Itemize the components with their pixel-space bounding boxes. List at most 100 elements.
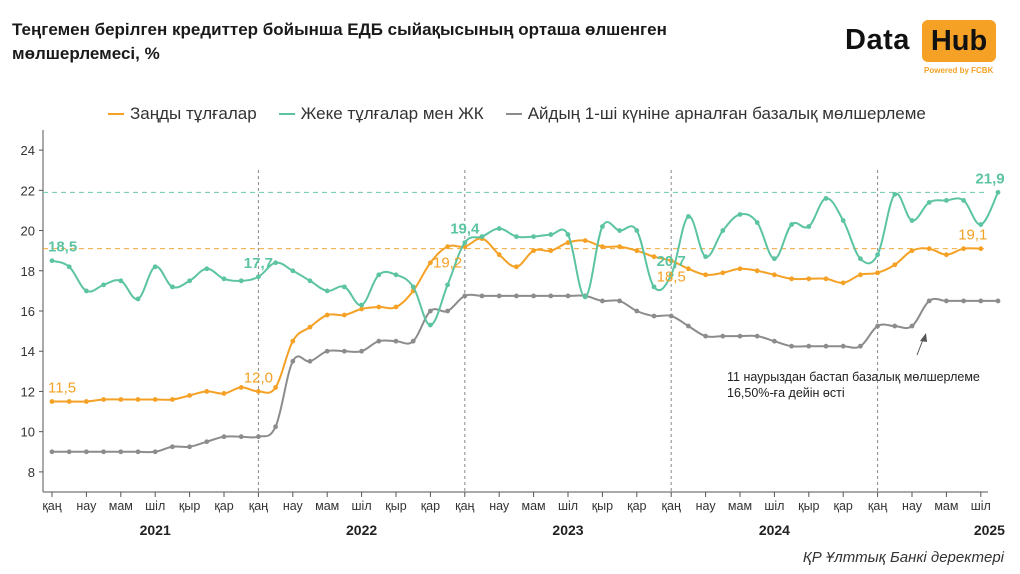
data-point-legal bbox=[393, 304, 399, 310]
data-point-base-rate bbox=[737, 333, 743, 339]
data-point-individuals bbox=[978, 222, 984, 227]
data-point-individuals bbox=[651, 284, 657, 290]
chart-title: Теңгемен берілген кредиттер бойынша ЕДБ … bbox=[12, 20, 667, 63]
data-point-legal bbox=[858, 272, 863, 278]
legend-label-legal: Заңды тұлғалар bbox=[130, 104, 257, 123]
data-point-individuals bbox=[565, 232, 571, 237]
data-point-legal bbox=[875, 270, 880, 276]
data-point-legal bbox=[600, 244, 605, 250]
data-point-base-rate bbox=[909, 323, 915, 329]
legend-swatch-base-rate bbox=[505, 113, 522, 115]
data-point-base-rate bbox=[445, 308, 450, 314]
data-point-base-rate bbox=[238, 434, 244, 440]
x-tick-label: шіл bbox=[352, 499, 372, 513]
legend-item-legal: Заңды тұлғалар bbox=[108, 104, 257, 124]
data-point-legal bbox=[256, 389, 261, 394]
x-tick-label: қыр bbox=[592, 499, 613, 513]
data-point-legal bbox=[548, 248, 554, 254]
x-tick-label: нау bbox=[696, 499, 717, 513]
data-point-base-rate bbox=[118, 449, 124, 455]
data-point-individuals bbox=[221, 276, 227, 282]
data-point-base-rate bbox=[565, 293, 571, 299]
legend-label-base-rate: Айдың 1-ші күніне арналған базалық мөлше… bbox=[527, 104, 926, 123]
data-point-base-rate bbox=[135, 449, 141, 455]
data-point-legal bbox=[668, 258, 674, 264]
x-tick-label: қыр bbox=[179, 499, 200, 513]
data-point-individuals bbox=[840, 218, 846, 223]
data-point-base-rate bbox=[221, 434, 227, 440]
x-tick-label: нау bbox=[902, 499, 923, 513]
data-point-base-rate bbox=[410, 338, 416, 344]
chart-legend: Заңды тұлғалар Жеке тұлғалар мен ЖК Айды… bbox=[108, 104, 926, 124]
data-point-individuals bbox=[101, 282, 106, 288]
year-label: 2025 bbox=[974, 522, 1005, 538]
data-point-base-rate bbox=[651, 313, 657, 319]
data-point-individuals bbox=[944, 197, 949, 203]
x-tick-label: нау bbox=[489, 499, 510, 513]
data-point-legal bbox=[101, 397, 106, 402]
data-label: 12,0 bbox=[244, 369, 273, 386]
x-tick-label: мам bbox=[315, 499, 339, 513]
data-point-individuals bbox=[789, 222, 794, 227]
data-point-individuals bbox=[187, 278, 193, 284]
data-point-legal bbox=[840, 280, 846, 286]
data-point-legal bbox=[273, 385, 278, 390]
data-point-base-rate bbox=[668, 313, 674, 319]
data-point-base-rate bbox=[324, 348, 330, 354]
data-point-legal bbox=[204, 389, 210, 394]
data-point-individuals bbox=[410, 284, 416, 290]
data-point-base-rate bbox=[840, 343, 846, 349]
data-point-base-rate bbox=[101, 449, 106, 455]
data-point-individuals bbox=[359, 302, 364, 308]
data-point-individuals bbox=[926, 200, 932, 205]
data-point-individuals bbox=[118, 278, 124, 284]
x-tick-label: қар bbox=[214, 499, 233, 513]
data-point-legal bbox=[376, 304, 382, 310]
data-point-base-rate bbox=[273, 424, 278, 430]
data-point-legal bbox=[909, 248, 915, 254]
data-point-individuals bbox=[995, 189, 1001, 195]
logo-text-data: Data bbox=[845, 24, 910, 56]
data-point-individuals bbox=[909, 218, 915, 223]
data-point-individuals bbox=[307, 278, 313, 284]
data-point-base-rate bbox=[170, 444, 175, 450]
x-tick-label: мам bbox=[728, 499, 752, 513]
data-point-base-rate bbox=[686, 323, 691, 329]
data-point-legal bbox=[978, 246, 984, 252]
data-point-individuals bbox=[600, 224, 605, 229]
data-point-individuals bbox=[720, 228, 726, 233]
data-point-base-rate bbox=[307, 358, 313, 364]
y-tick-label: 22 bbox=[21, 183, 35, 198]
x-tick-label: мам bbox=[109, 499, 133, 513]
data-point-individuals bbox=[737, 212, 743, 217]
data-point-legal bbox=[135, 397, 141, 402]
datahub-logo: Data Hub Powered by FCBK bbox=[845, 20, 996, 80]
data-point-individuals bbox=[703, 254, 708, 260]
year-label: 2024 bbox=[759, 522, 790, 538]
data-point-legal bbox=[737, 266, 743, 272]
data-point-individuals bbox=[479, 234, 485, 239]
data-point-legal bbox=[445, 244, 450, 250]
data-point-legal bbox=[961, 246, 966, 252]
x-tick-label: қыр bbox=[798, 499, 819, 513]
data-point-individuals bbox=[531, 234, 536, 239]
source-note: ҚР Ұлттық Банкі деректері bbox=[802, 549, 1004, 566]
data-label: 18,5 bbox=[48, 239, 77, 256]
legend-label-individuals: Жеке тұлғалар мен ЖК bbox=[300, 104, 484, 123]
x-tick-label: қар bbox=[627, 499, 646, 513]
data-point-base-rate bbox=[462, 293, 468, 299]
year-label: 2021 bbox=[140, 522, 171, 538]
data-point-base-rate bbox=[152, 449, 158, 455]
data-point-individuals bbox=[754, 220, 760, 225]
data-point-legal bbox=[170, 397, 175, 402]
data-point-base-rate bbox=[995, 298, 1001, 304]
data-point-legal bbox=[221, 391, 227, 396]
data-point-legal bbox=[359, 306, 364, 312]
data-point-legal bbox=[428, 260, 433, 266]
logo-text-hub: Hub bbox=[922, 20, 996, 62]
data-point-base-rate bbox=[600, 298, 605, 304]
data-point-legal bbox=[789, 276, 794, 282]
data-point-base-rate bbox=[806, 343, 812, 349]
data-point-legal bbox=[582, 238, 588, 244]
data-point-base-rate bbox=[428, 308, 433, 314]
